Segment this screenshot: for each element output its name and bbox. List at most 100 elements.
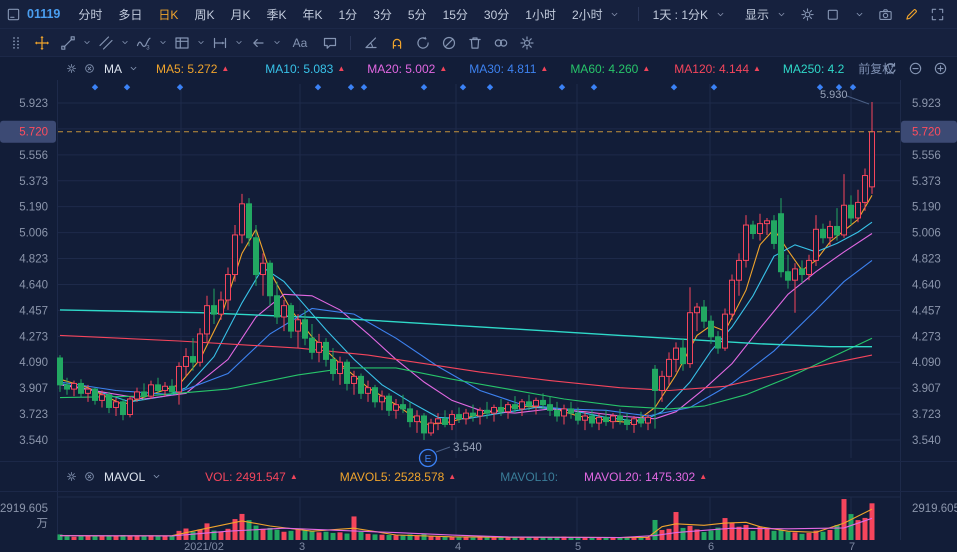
candle[interactable] [715,336,721,349]
candle[interactable] [204,305,210,335]
candle[interactable] [841,204,847,236]
candle[interactable] [757,223,763,235]
candle[interactable] [218,299,224,315]
volume-bar[interactable] [253,525,259,540]
volume-bar[interactable] [239,513,245,540]
volume-bar[interactable] [295,529,301,540]
volume-bar[interactable] [652,519,658,540]
volume-bar[interactable] [400,535,406,540]
candle[interactable] [141,391,147,397]
volume-bar[interactable] [127,535,133,540]
candle[interactable] [372,387,378,403]
volume-bar[interactable] [491,537,497,540]
candle[interactable] [99,394,105,401]
candle[interactable] [323,341,329,360]
volume-bar[interactable] [155,535,161,540]
hide-drawings-tool-icon[interactable] [437,32,461,54]
overlay-circles-tool-icon[interactable] [489,32,513,54]
candle[interactable] [477,409,483,417]
volume-bar[interactable] [526,537,532,540]
volume-bar[interactable] [764,528,770,540]
volume-bar[interactable] [603,537,609,540]
candle[interactable] [645,416,651,424]
candle[interactable] [155,384,161,392]
volume-bar[interactable] [778,529,784,540]
chevron-down-icon[interactable] [850,5,868,23]
event-diamond-icon[interactable] [486,84,494,91]
event-diamond-icon[interactable] [670,84,678,91]
candle[interactable] [421,415,427,434]
display-menu[interactable]: 显示 [737,5,798,23]
volume-bar[interactable] [596,537,602,540]
event-diamond-icon[interactable] [710,84,718,91]
volume-bar[interactable] [841,499,847,540]
chevron-down-icon[interactable] [82,34,92,52]
time-axis-label[interactable]: 5 [575,541,581,552]
chevron-down-icon[interactable] [158,34,168,52]
candle[interactable] [491,406,497,414]
trend-line-tool-icon[interactable] [56,32,80,54]
volume-bar[interactable] [148,535,154,540]
candle[interactable] [281,305,287,318]
volume-bar[interactable] [743,524,749,540]
auto-draw-tool-icon[interactable] [411,32,435,54]
volume-bar[interactable] [540,537,546,540]
candle[interactable] [85,388,91,394]
candle[interactable] [379,395,385,403]
candle[interactable] [771,220,777,244]
candle[interactable] [512,404,518,410]
delete-drawings-tool-icon[interactable] [463,32,487,54]
volume-bar[interactable] [428,535,434,540]
indicator-close-icon[interactable] [80,60,98,78]
indicator-name[interactable]: MA [104,61,122,76]
time-axis-label[interactable]: 2021/02 [184,541,224,552]
magnet-tool-icon[interactable] [385,32,409,54]
volume-bar[interactable] [582,537,588,540]
candle[interactable] [533,399,539,407]
candle[interactable] [183,356,189,367]
candle[interactable] [505,404,511,413]
candle[interactable] [736,259,742,281]
volume-bar[interactable] [463,537,469,540]
gann-box-tool-icon[interactable] [170,32,194,54]
stock-code[interactable]: 01119 [27,7,61,21]
volume-bar[interactable] [820,531,826,540]
volume-bar[interactable] [631,536,637,540]
candle[interactable] [92,388,98,401]
candle[interactable] [582,415,588,421]
volume-bar[interactable] [218,531,224,540]
tab-2hour[interactable]: 2小时 [564,5,632,23]
candle[interactable] [806,259,812,276]
candle[interactable] [190,356,196,363]
volume-bar[interactable] [666,528,672,540]
volume-bar[interactable] [211,530,217,540]
volume-bar[interactable] [78,536,84,540]
candle[interactable] [113,401,119,408]
tab-1min[interactable]: 1分 [331,6,366,23]
candle[interactable] [337,361,343,375]
candle[interactable] [547,404,553,411]
multi-period-select[interactable]: 1天 : 1分K [645,5,737,23]
volume-bar[interactable] [547,537,553,540]
price-adjust-label[interactable]: 前复权 [858,62,895,76]
volume-bar[interactable] [813,530,819,540]
measure-tool-icon[interactable] [208,32,232,54]
volume-bar[interactable] [232,519,238,540]
volume-bar[interactable] [806,532,812,540]
volume-bar[interactable] [568,537,574,540]
tab-week-k[interactable]: 周K [186,6,222,23]
text-tool-icon[interactable]: Aa [292,35,308,50]
volume-bar[interactable] [645,537,651,540]
volume-bar[interactable] [785,531,791,540]
volume-bar[interactable] [477,537,483,540]
indicator-settings-icon[interactable] [62,60,80,78]
candle[interactable] [407,408,413,423]
event-diamond-icon[interactable] [420,84,428,91]
candle[interactable] [813,228,819,261]
candle[interactable] [729,279,735,315]
candle[interactable] [659,375,665,392]
volume-bar[interactable] [869,503,875,540]
undo-icon[interactable] [881,60,899,78]
candle[interactable] [274,295,280,318]
tab-month-k[interactable]: 月K [222,6,258,23]
